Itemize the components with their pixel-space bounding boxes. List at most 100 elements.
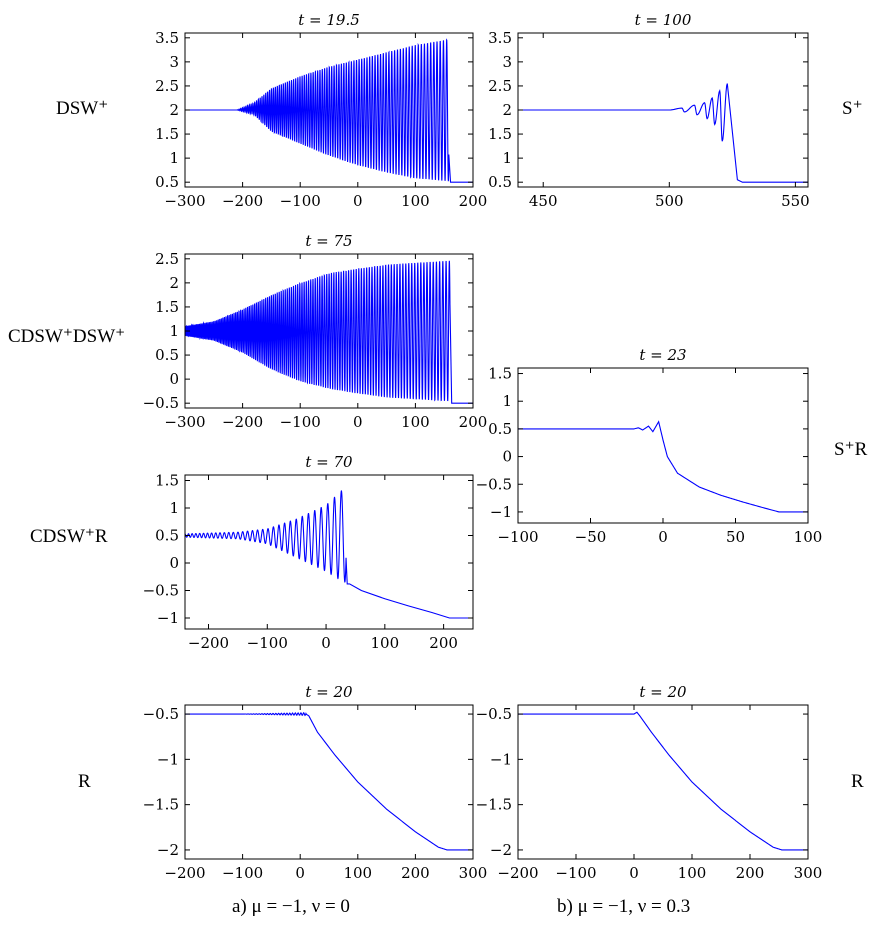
- y-tick-label: 1.5: [488, 125, 512, 143]
- y-tick-label: −1: [490, 750, 512, 768]
- plot-s-plus-r: t = 23 −100 −50 0 50 100 −1 −0.5 0 0.5 1 1.5: [476, 346, 823, 546]
- series-line: [185, 260, 473, 404]
- x-tick-label: 100: [371, 634, 400, 652]
- x-tick-label: 50: [726, 528, 745, 546]
- y-tick-label: 0.5: [488, 420, 512, 438]
- y-tick-label: −0.5: [143, 705, 179, 723]
- chart-title: t = 20: [305, 683, 353, 701]
- plot-r-right: t = 20 −200 −100 0 100 200 300 −2 −1.5 −1 −0.5: [476, 683, 823, 882]
- x-tick-label: 0: [295, 864, 305, 882]
- x-tick-label: 200: [429, 634, 458, 652]
- y-tick-label: 1.5: [155, 125, 179, 143]
- series-line: [518, 420, 808, 513]
- x-tick-label: −100: [497, 528, 538, 546]
- x-tick-label: −100: [555, 864, 596, 882]
- x-tick-label: 100: [794, 528, 823, 546]
- caption-left: a) μ = −1, ν = 0: [232, 896, 350, 917]
- y-tick-label: 2.5: [155, 250, 179, 268]
- y-tick-label: 0: [169, 554, 179, 572]
- plot-frame: [184, 474, 474, 630]
- row-label-dsw-plus: DSW⁺: [56, 98, 108, 119]
- y-tick-label: 1: [169, 499, 179, 517]
- x-tick-label: 500: [655, 192, 684, 210]
- plot-dsw-plus: t = 19.5 −300 −200 −100 0 100 200 0.5 1 1.5 2 2.5 3 3…: [155, 11, 487, 210]
- y-tick-label: 0.5: [155, 173, 179, 191]
- x-tick-label: −200: [222, 413, 263, 431]
- y-tick-label: −1.5: [476, 796, 512, 814]
- x-tick-label: 0: [658, 528, 668, 546]
- y-tick-label: −0.5: [476, 705, 512, 723]
- y-tick-label: −1: [157, 609, 179, 627]
- x-tick-label: 100: [343, 864, 372, 882]
- y-tick-label: 1.5: [155, 298, 179, 316]
- x-tick-label: 0: [353, 192, 363, 210]
- x-tick-label: 0: [321, 634, 331, 652]
- chart-title: t = 70: [305, 453, 353, 471]
- x-tick-label: 450: [529, 192, 558, 210]
- x-tick-label: 550: [781, 192, 810, 210]
- chart-title: t = 19.5: [298, 11, 360, 29]
- y-tick-label: 0.5: [155, 527, 179, 545]
- x-tick-label: 300: [459, 864, 488, 882]
- x-tick-label: −100: [247, 634, 288, 652]
- series-line: [518, 711, 808, 851]
- y-tick-label: −1: [490, 503, 512, 521]
- y-tick-label: 3: [169, 53, 179, 71]
- y-tick-label: 0: [502, 448, 512, 466]
- y-tick-label: −0.5: [143, 582, 179, 600]
- y-tick-label: 0: [169, 370, 179, 388]
- row-label-s-plus: S⁺: [842, 98, 863, 119]
- x-tick-label: −200: [188, 634, 229, 652]
- y-tick-label: −0.5: [143, 394, 179, 412]
- series-line: [185, 38, 473, 183]
- y-tick-label: 0.5: [155, 346, 179, 364]
- plot-r-left: t = 20 −200 −100 0 100 200 300 −2 −1.5 −1 −0.5: [143, 683, 488, 882]
- y-tick-label: 1: [502, 392, 512, 410]
- y-tick-label: 2: [169, 101, 179, 119]
- x-tick-label: 0: [629, 864, 639, 882]
- y-tick-label: 2.5: [488, 77, 512, 95]
- x-tick-label: −300: [164, 413, 205, 431]
- y-tick-label: 3.5: [488, 29, 512, 47]
- chart-title: t = 23: [639, 346, 686, 364]
- x-tick-label: −200: [164, 864, 205, 882]
- row-label-s-plus-r: S⁺R: [834, 439, 868, 460]
- y-tick-label: 1.5: [155, 472, 179, 490]
- plot-cdsw-r: t = 70 −200 −100 0 100 200 −1 −0.5 0 0.5 1 1.5: [143, 453, 474, 652]
- x-tick-label: 200: [459, 413, 488, 431]
- row-label-r-left: R: [78, 771, 91, 792]
- series-line: [185, 711, 473, 851]
- chart-title: t = 75: [305, 232, 352, 250]
- x-tick-label: −200: [222, 192, 263, 210]
- chart-title: t = 100: [635, 11, 692, 29]
- plot-cdsw-dsw: t = 75 −300 −200 −100 0 100 200 −0.5 0 0.5 1 1.5 2 2.…: [143, 232, 488, 431]
- x-tick-label: −100: [222, 864, 263, 882]
- row-label-cdsw-r: CDSW⁺R: [30, 526, 108, 547]
- y-tick-label: 2.5: [155, 77, 179, 95]
- row-label-cdsw-dsw: CDSW⁺DSW⁺: [8, 326, 125, 347]
- chart-title: t = 20: [639, 683, 687, 701]
- x-tick-label: 200: [459, 192, 488, 210]
- y-tick-label: 1: [502, 149, 512, 167]
- y-tick-label: −0.5: [476, 475, 512, 493]
- y-tick-label: −2: [490, 841, 512, 859]
- y-tick-label: 0.5: [488, 173, 512, 191]
- caption-right: b) μ = −1, ν = 0.3: [557, 896, 690, 917]
- y-tick-label: 3.5: [155, 29, 179, 47]
- x-tick-label: −100: [280, 413, 321, 431]
- y-tick-label: −2: [157, 841, 179, 859]
- row-label-r-right: R: [851, 771, 864, 792]
- y-tick-label: 3: [502, 53, 512, 71]
- y-tick-label: 2: [502, 101, 512, 119]
- x-tick-label: 300: [794, 864, 823, 882]
- x-tick-label: 100: [678, 864, 707, 882]
- y-tick-label: 2: [169, 274, 179, 292]
- x-tick-label: 200: [736, 864, 765, 882]
- x-tick-label: 100: [401, 192, 430, 210]
- x-tick-label: −300: [164, 192, 205, 210]
- plot-frame: [517, 704, 809, 860]
- y-tick-label: 1.5: [488, 365, 512, 383]
- x-tick-label: −50: [575, 528, 607, 546]
- y-tick-label: −1.5: [143, 796, 179, 814]
